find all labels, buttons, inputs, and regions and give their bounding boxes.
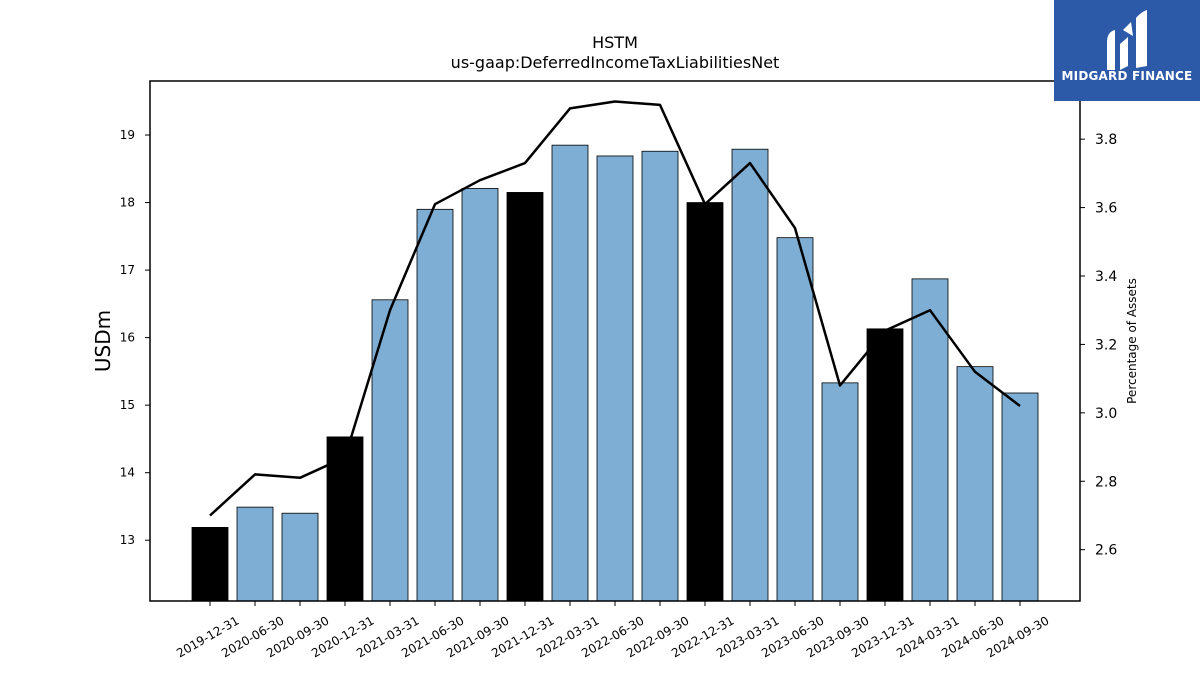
bar <box>731 148 769 602</box>
y-tick-label: 18 <box>120 196 135 210</box>
bar <box>326 436 364 602</box>
bar <box>686 202 724 602</box>
bar <box>236 506 274 602</box>
bar <box>191 526 229 602</box>
y-tick-label: 13 <box>120 533 135 547</box>
y2-axis-label: Percentage of Assets <box>1125 278 1139 404</box>
brand-logo: MIDGARD FINANCE <box>1054 0 1200 101</box>
bars-group <box>191 144 1039 602</box>
bar <box>371 299 409 602</box>
y2-tick-label: 3.2 <box>1095 337 1117 353</box>
chart-title: HSTM <box>592 33 638 52</box>
y2-tick-label: 3.0 <box>1095 406 1117 422</box>
chart-subtitle: us-gaap:DeferredIncomeTaxLiabilitiesNet <box>451 53 780 72</box>
percentage-line <box>209 100 1021 517</box>
bar <box>1001 392 1039 602</box>
y2-axis-ticks: 2.6 2.8 3.0 3.2 3.4 3.6 3.8 <box>1080 132 1117 559</box>
y-axis-ticks: 13 14 15 16 17 18 19 <box>120 128 150 547</box>
bar <box>911 278 949 602</box>
bar <box>641 150 679 602</box>
bar <box>416 208 454 602</box>
bar <box>866 328 904 602</box>
y2-tick-label: 2.8 <box>1095 474 1117 490</box>
y-tick-label: 14 <box>120 466 135 480</box>
bar <box>821 382 859 602</box>
y-tick-label: 19 <box>120 128 135 142</box>
bar <box>551 144 589 602</box>
bar <box>596 155 634 602</box>
bar <box>506 192 544 602</box>
y2-tick-label: 3.4 <box>1095 269 1117 285</box>
y2-tick-label: 2.6 <box>1095 543 1117 559</box>
y-tick-label: 16 <box>120 331 135 345</box>
x-axis-ticks: 2019-12-312020-06-302020-09-302020-12-31… <box>174 601 1052 660</box>
y2-tick-label: 3.8 <box>1095 132 1117 148</box>
y2-tick-label: 3.6 <box>1095 201 1117 217</box>
bar <box>281 512 319 602</box>
bar <box>776 237 814 602</box>
y-tick-label: 17 <box>120 263 135 277</box>
bar <box>956 366 994 602</box>
y-tick-label: 15 <box>120 398 135 412</box>
logo-mark-icon <box>1107 10 1147 70</box>
bar <box>461 187 499 602</box>
y-axis-label: USDm <box>91 310 115 372</box>
logo-text: MIDGARD FINANCE <box>1061 69 1193 83</box>
